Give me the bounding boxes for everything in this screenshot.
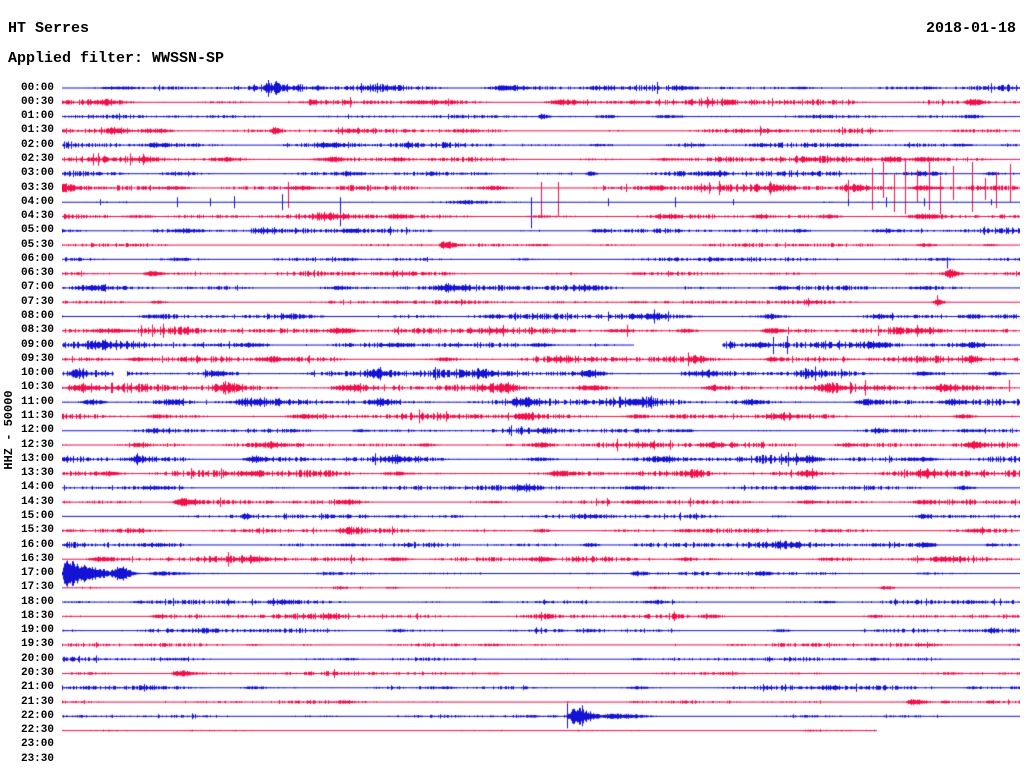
- seismogram-traces: [62, 80, 1020, 780]
- time-label: 22:00: [20, 709, 54, 722]
- time-label: 16:00: [20, 538, 54, 551]
- time-labels: 00:00 00:30 01:00 01:30 02:00 02:30 03:00 03:30…: [0, 0, 58, 780]
- time-label: 14:00: [20, 481, 54, 494]
- time-label: 12:30: [20, 438, 54, 451]
- time-label: 19:30: [20, 638, 54, 651]
- time-label: 11:30: [20, 409, 54, 422]
- plot-date: 2018-01-18: [925, 20, 1016, 37]
- time-label: 15:00: [20, 509, 54, 522]
- time-label: 05:30: [20, 238, 54, 251]
- time-label: 03:30: [20, 181, 54, 194]
- time-label: 18:00: [20, 595, 54, 608]
- time-label: 16:30: [20, 552, 54, 565]
- time-label: 04:30: [20, 210, 54, 222]
- time-label: 21:30: [20, 695, 54, 708]
- time-label: 13:00: [20, 452, 54, 465]
- time-label: 05:00: [20, 224, 54, 237]
- time-label: 11:00: [20, 395, 54, 408]
- time-label: 07:00: [20, 281, 54, 294]
- time-label: 19:00: [20, 624, 54, 637]
- time-label: 08:00: [20, 310, 54, 322]
- time-label: 04:00: [20, 195, 54, 208]
- time-label: 01:00: [20, 110, 54, 123]
- time-label: 23:00: [20, 738, 54, 751]
- station-title: HT Serres: [8, 20, 90, 37]
- time-label: 23:30: [20, 752, 54, 765]
- time-label: 18:30: [20, 609, 54, 622]
- time-label: 15:30: [20, 524, 54, 537]
- time-label: 09:30: [20, 352, 54, 365]
- time-label: 06:00: [20, 252, 54, 265]
- time-label: 21:00: [20, 681, 54, 694]
- time-label: 09:00: [20, 338, 54, 351]
- filter-label: Applied filter: WWSSN-SP: [8, 50, 225, 67]
- time-label: 07:30: [20, 295, 54, 308]
- time-label: 08:30: [20, 324, 54, 337]
- time-label: 10:00: [20, 367, 54, 380]
- time-label: 02:30: [20, 152, 54, 165]
- time-label: 03:00: [20, 167, 54, 180]
- time-label: 22:30: [20, 724, 54, 737]
- time-label: 02:00: [20, 138, 54, 151]
- time-label: 00:00: [20, 81, 54, 94]
- time-label: 20:30: [20, 667, 54, 679]
- time-label: 12:00: [20, 424, 54, 437]
- time-label: 17:00: [20, 567, 54, 579]
- time-label: 20:00: [20, 652, 54, 665]
- time-label: 06:30: [20, 267, 54, 280]
- time-label: 00:30: [20, 95, 54, 108]
- time-label: 10:30: [20, 381, 54, 394]
- time-label: 17:30: [20, 581, 54, 594]
- time-label: 14:30: [20, 495, 54, 508]
- time-label: 01:30: [20, 124, 54, 137]
- time-label: 13:30: [20, 467, 54, 480]
